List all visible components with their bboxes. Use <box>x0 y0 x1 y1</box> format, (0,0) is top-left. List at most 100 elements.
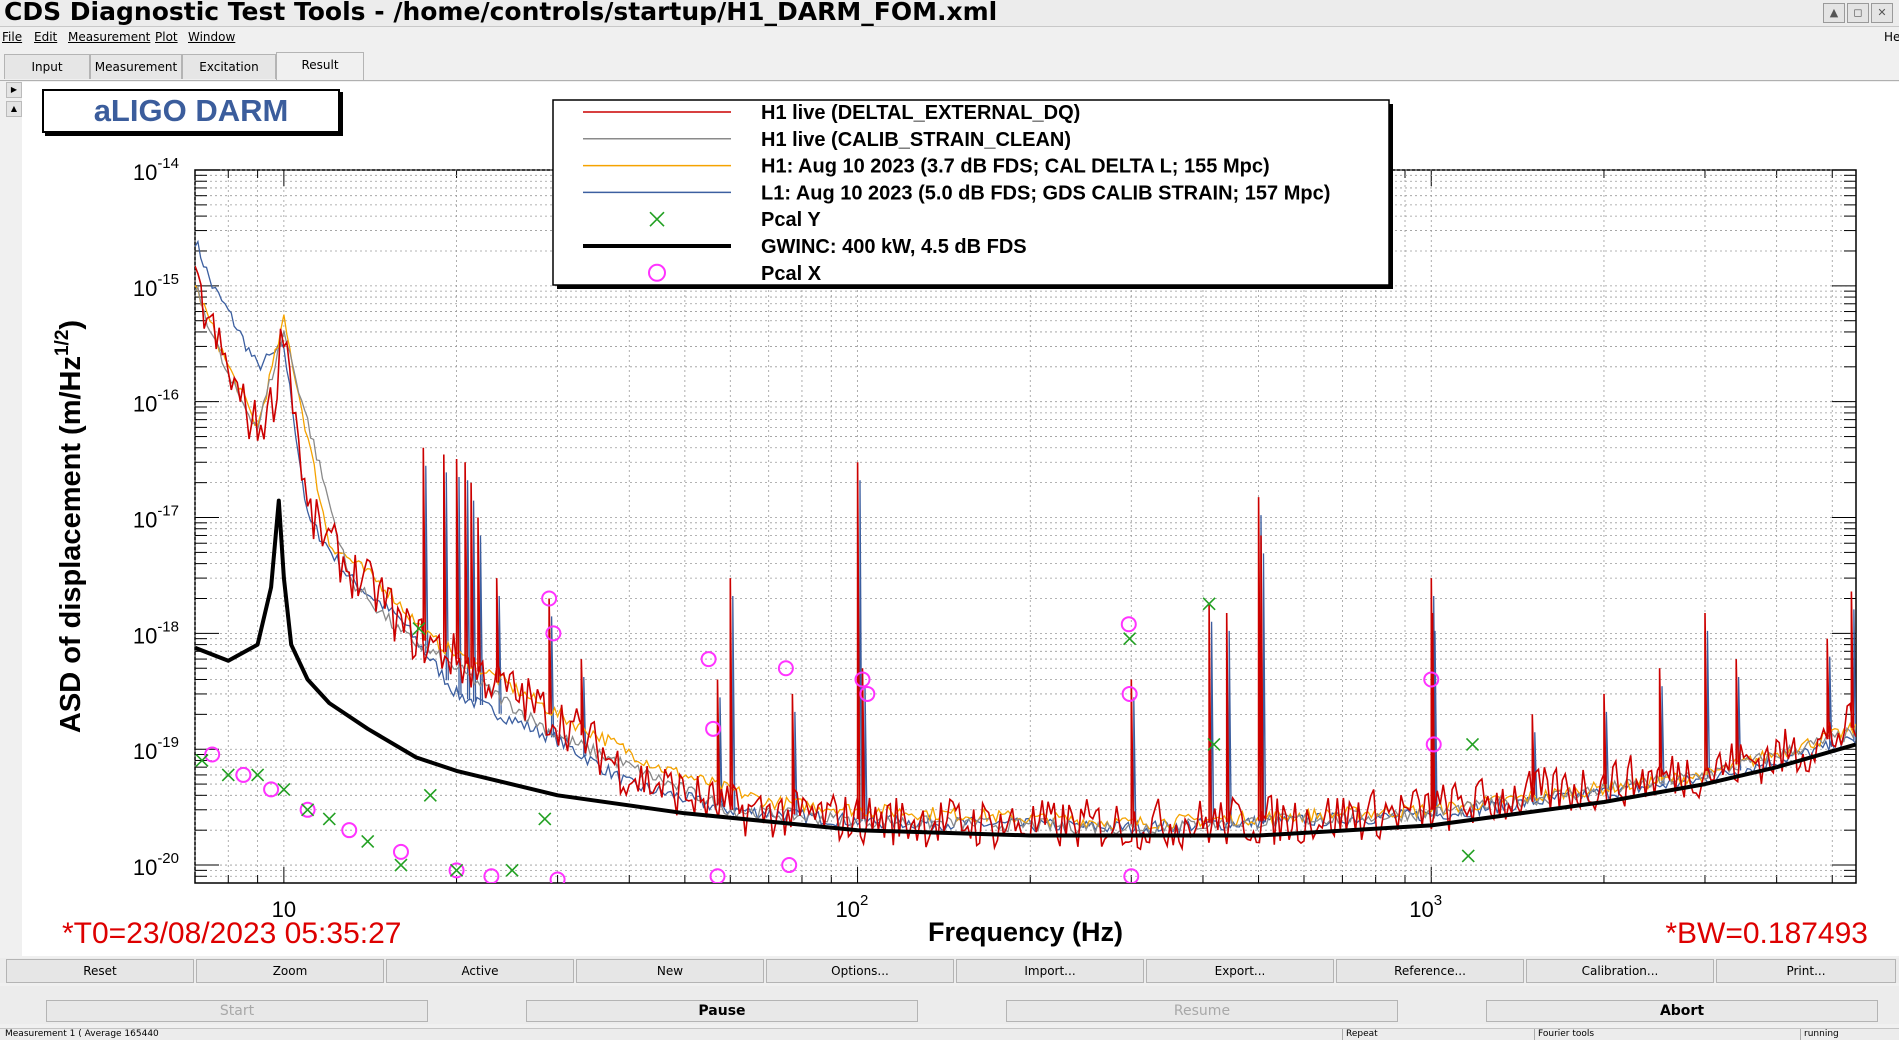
legend-entry: H1 live (CALIB_STRAIN_CLEAN) <box>761 129 1071 151</box>
x-axis-title: Frequency (Hz) <box>928 917 1123 947</box>
pcal-y-marker <box>423 788 437 802</box>
pcal-x-marker <box>859 685 876 702</box>
pcal-y-marker <box>412 622 426 636</box>
bandwidth-annotation: *BW=0.187493 <box>1665 917 1868 950</box>
pcal-x-marker <box>392 843 409 860</box>
plot-controls-bar: Reset Zoom Active New Options... Import.… <box>0 958 1899 983</box>
y-tick-label: 10-18 <box>133 618 179 648</box>
pcal-y-marker <box>322 812 336 826</box>
pcal-y-marker <box>538 812 552 826</box>
tab-measurement[interactable]: Measurement <box>90 54 182 79</box>
y-tick-label: 10-20 <box>133 850 179 880</box>
maximize-icon[interactable]: ◻ <box>1847 3 1869 23</box>
tab-bar: Input Measurement Excitation Result <box>0 52 1899 81</box>
pad-scroll: ▶ ▲ <box>6 82 22 120</box>
plot-area <box>195 239 1856 883</box>
pcal-y-marker <box>277 782 291 796</box>
pcal-y-marker <box>361 834 375 848</box>
pcal-y-marker <box>1202 597 1216 611</box>
legend-swatch <box>649 211 665 227</box>
y-tick-label: 10-14 <box>133 155 179 185</box>
status-bar: Measurement 1 ( Average 165440 Repeat Fo… <box>0 1028 1899 1040</box>
series-3-line <box>195 239 1856 836</box>
pcal-x-marker <box>299 801 316 818</box>
reference-button[interactable]: Reference... <box>1336 959 1524 983</box>
title-bar: CDS Diagnostic Test Tools - /home/contro… <box>0 0 1899 27</box>
active-button[interactable]: Active <box>386 959 574 983</box>
pcal-y-marker <box>1461 849 1475 863</box>
pcal-y-marker <box>1123 632 1137 646</box>
y-tick-label: 10-15 <box>133 271 179 301</box>
pcal-x-marker <box>541 590 558 607</box>
menu-help-clipped[interactable]: He <box>1884 30 1899 44</box>
pcal-y-marker <box>394 858 408 872</box>
start-button[interactable]: Start <box>46 1000 428 1022</box>
x-tick-label: 103 <box>1409 892 1442 922</box>
legend-entry: H1: Aug 10 2023 (3.7 dB FDS; CAL DELTA L… <box>761 156 1270 178</box>
pcal-x-marker <box>700 651 717 668</box>
status-repeat: Repeat <box>1342 1029 1378 1040</box>
y-axis-title: ASD of displacement (m/Hz1/2) <box>52 320 87 733</box>
pcal-x-marker <box>709 868 726 883</box>
export-button[interactable]: Export... <box>1146 959 1334 983</box>
pcal-x-marker <box>781 857 798 874</box>
legend-entry: H1 live (DELTAL_EXTERNAL_DQ) <box>761 102 1080 124</box>
x-tick-label: 10 <box>272 897 296 922</box>
arrow-up-icon[interactable]: ▲ <box>6 101 22 117</box>
new-button[interactable]: New <box>576 959 764 983</box>
zoom-button[interactable]: Zoom <box>196 959 384 983</box>
status-state: running <box>1800 1029 1839 1040</box>
plot-label: aLIGO DARM <box>42 89 340 133</box>
pcal-y-marker <box>251 768 265 782</box>
legend-entry: GWINC: 400 kW, 4.5 dB FDS <box>761 236 1027 258</box>
legend-entry: Pcal Y <box>761 209 821 231</box>
menu-window[interactable]: Window <box>188 30 236 44</box>
legend-swatch <box>648 263 666 282</box>
calibration-button[interactable]: Calibration... <box>1526 959 1714 983</box>
pcal-x-marker <box>549 871 566 883</box>
menu-file[interactable]: File <box>2 30 23 44</box>
pause-button[interactable]: Pause <box>526 1000 918 1022</box>
status-tools: Fourier tools <box>1534 1029 1594 1040</box>
window-title: CDS Diagnostic Test Tools - /home/contro… <box>4 0 998 26</box>
run-controls-bar: Start Pause Resume Abort <box>0 986 1899 1024</box>
pcal-y-marker <box>301 803 315 817</box>
close-icon[interactable]: ✕ <box>1871 3 1893 23</box>
pcal-x-marker <box>1121 685 1138 702</box>
y-tick-label: 10-16 <box>133 387 179 417</box>
legend-entry: L1: Aug 10 2023 (5.0 dB FDS; GDS CALIB S… <box>761 182 1330 204</box>
import-button[interactable]: Import... <box>956 959 1144 983</box>
tab-excitation[interactable]: Excitation <box>182 54 276 79</box>
pcal-x-marker <box>263 781 280 798</box>
menu-plot[interactable]: Plot <box>155 30 178 44</box>
status-measurement: Measurement 1 ( Average 165440 <box>5 1029 159 1039</box>
pcal-x-marker <box>705 720 722 737</box>
pcal-x-marker <box>235 766 252 783</box>
menu-measurement[interactable]: Measurement <box>68 30 151 44</box>
pcal-y-marker <box>1465 737 1480 751</box>
window-controls: ▲ ◻ ✕ <box>1823 3 1893 23</box>
timestamp-annotation: *T0=23/08/2023 05:35:27 <box>62 917 401 950</box>
menu-edit[interactable]: Edit <box>34 30 58 44</box>
print-button[interactable]: Print... <box>1716 959 1896 983</box>
resume-button[interactable]: Resume <box>1006 1000 1398 1022</box>
tab-input[interactable]: Input <box>4 54 90 79</box>
reset-button[interactable]: Reset <box>6 959 194 983</box>
tab-result[interactable]: Result <box>276 52 364 80</box>
pcal-x-marker <box>204 746 221 763</box>
pcal-x-marker <box>1423 671 1440 688</box>
pcal-x-marker <box>341 822 358 839</box>
asd-chart[interactable]: 10-14 10-15 10-16 10-17 10-18 10-19 10-20 10 102… <box>0 0 1899 960</box>
pcal-x-marker <box>854 671 871 688</box>
minimize-icon[interactable]: ▲ <box>1823 3 1845 23</box>
pcal-x-marker <box>448 862 465 879</box>
abort-button[interactable]: Abort <box>1486 1000 1878 1022</box>
pcal-y-marker <box>1207 737 1221 751</box>
arrow-right-icon[interactable]: ▶ <box>6 82 22 98</box>
pcal-x-marker <box>1123 868 1140 883</box>
options-button[interactable]: Options... <box>766 959 954 983</box>
pcal-y-marker <box>505 863 519 877</box>
y-tick-label: 10-17 <box>133 503 179 533</box>
pcal-x-marker <box>1120 616 1137 633</box>
pcal-x-marker <box>1425 736 1442 753</box>
